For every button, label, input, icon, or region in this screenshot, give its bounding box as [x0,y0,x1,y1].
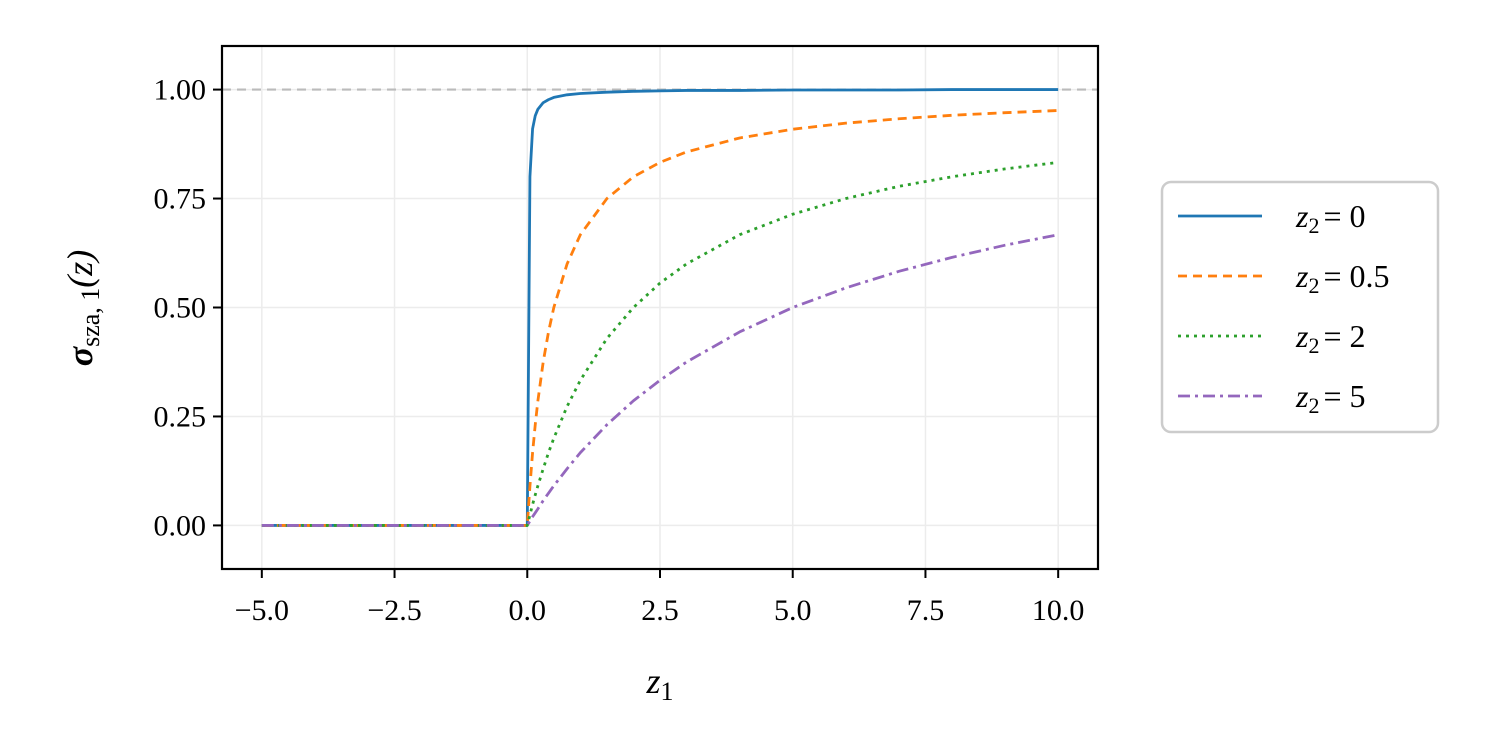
legend-label-1: z2 = 0 [1295,198,1366,238]
y-tick-label: 0.25 [154,400,207,433]
x-ticks: −5.0 −2.5 0.0 2.5 5.0 7.5 10.0 [235,569,1085,627]
x-tick-label: −5.0 [235,594,289,627]
grid [222,46,1098,569]
legend-label-2: z2 = 0.5 [1295,258,1390,298]
y-axis-title: σsza, 1(z) [60,250,105,367]
y-tick-label: 0.75 [154,183,207,216]
x-tick-label: 2.5 [641,594,679,627]
x-tick-label: 7.5 [907,594,945,627]
y-axis-title-subscript: sza, 1 [76,288,105,347]
x-axis-title: z1 [645,661,673,706]
x-axis-title-subscript: 1 [661,677,674,706]
x-tick-label: 0.0 [509,594,547,627]
y-tick-label: 1.00 [154,74,207,107]
legend-label-4: z2 = 5 [1295,378,1366,418]
series-line-1 [261,88,1059,527]
legend-label-3: z2 = 2 [1295,318,1366,358]
y-tick-label: 0.50 [154,292,207,325]
x-tick-label: 10.0 [1032,594,1085,627]
y-tick-label: 0.00 [154,509,207,542]
legend-entries: z2 = 0 z2 = 0.5 z2 = 2 z2 = 5 [1178,198,1390,418]
series-lines [261,88,1059,527]
legend: z2 = 0 z2 = 0.5 z2 = 2 z2 = 5 [1160,180,1440,434]
y-axis-title-argument: (z) [60,250,100,288]
y-ticks: 0.00 0.25 0.50 0.75 1.00 [154,74,222,542]
x-tick-label: 5.0 [774,594,812,627]
series-line-4 [261,233,1059,527]
x-tick-label: −2.5 [367,594,421,627]
series-line-2 [261,109,1059,527]
legend-box [1160,180,1440,434]
